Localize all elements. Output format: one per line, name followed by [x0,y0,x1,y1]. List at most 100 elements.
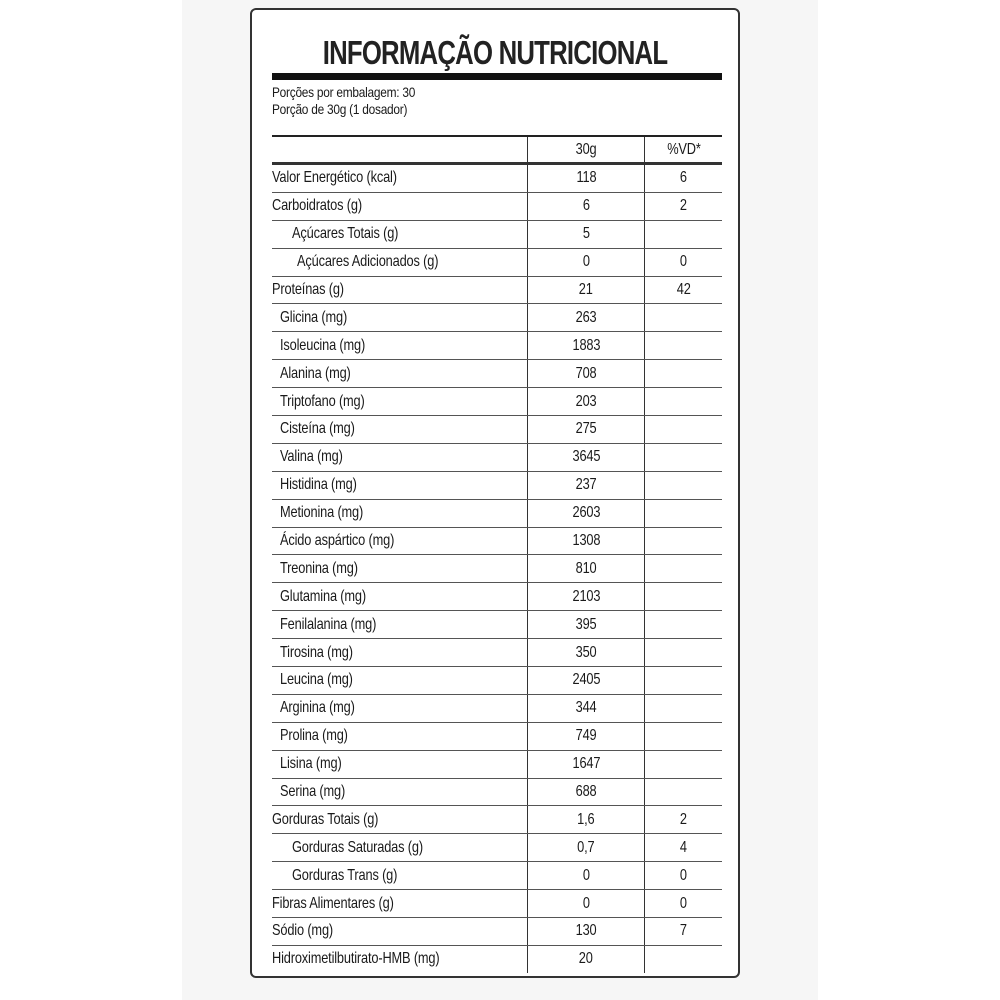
nutrient-name: Tirosina (mg) [272,638,528,668]
daily-value [644,945,722,973]
header-amount: 30g [527,135,645,165]
daily-value: 0 [644,861,722,891]
amount-value: 1647 [527,750,645,779]
table-row: Gorduras Totais (g) 1,6 2 [272,805,722,835]
table-row: Metionina (mg) 2603 [272,499,722,528]
daily-value [644,750,722,779]
daily-value [644,527,722,556]
nutrient-name: Cisteína (mg) [272,415,528,444]
amount-value: 203 [527,387,645,417]
nutrient-name: Treonina (mg) [272,554,528,584]
amount-value: 1883 [527,331,645,361]
table-row: Valor Energético (kcal) 118 6 [272,163,722,193]
amount-value: 0 [527,248,645,277]
header-dv: %VD* [644,135,722,165]
amount-value: 344 [527,694,645,723]
table-row: Açúcares Adicionados (g) 0 0 [272,248,722,277]
amount-value: 1308 [527,527,645,556]
nutrient-name: Fenilalanina (mg) [272,610,528,640]
daily-value: 4 [644,833,722,863]
table-row: Lisina (mg) 1647 [272,750,722,779]
amount-value: 749 [527,722,645,751]
daily-value [644,359,722,389]
nutrient-name: Ácido aspártico (mg) [272,527,528,556]
daily-value [644,499,722,528]
table-row: Glicina (mg) 263 [272,303,722,333]
nutrient-name: Sódio (mg) [272,917,528,946]
daily-value [644,554,722,584]
nutrient-name: Histidina (mg) [272,471,528,500]
amount-value: 275 [527,415,645,444]
nutrient-name: Serina (mg) [272,778,528,807]
table-row: Fibras Alimentares (g) 0 0 [272,889,722,919]
table-row: Prolina (mg) 749 [272,722,722,751]
daily-value [644,387,722,417]
table-row: Fenilalanina (mg) 395 [272,610,722,640]
servings-per-package: Porções por embalagem: 30 [272,84,416,100]
daily-value: 42 [644,276,722,305]
nutrient-name: Gorduras Saturadas (g) [272,833,528,863]
nutrient-name: Proteínas (g) [272,276,528,305]
nutrient-name: Hidroximetilbutirato-HMB (mg) [272,950,440,968]
amount-value: 0 [527,889,645,919]
table-row: Carboidratos (g) 6 2 [272,192,722,221]
amount-value: 1,6 [527,805,645,835]
table-row: Açúcares Totais (g) 5 [272,220,722,249]
thick-divider [272,73,722,80]
nutrient-name: Açúcares Adicionados (g) [272,248,528,277]
table-row: Arginina (mg) 344 [272,694,722,723]
nutrient-name: Leucina (mg) [272,666,528,695]
serving-size: Porção de 30g (1 dosador) [272,101,408,117]
nutrient-name: Carboidratos (g) [272,192,528,221]
table-row: Proteínas (g) 21 42 [272,276,722,305]
daily-value [644,610,722,640]
amount-value: 2405 [527,666,645,695]
daily-value [644,722,722,751]
amount-value: 118 [527,163,645,193]
nutrient-name: Arginina (mg) [272,694,528,723]
nutrient-name: Valor Energético (kcal) [272,163,528,193]
amount-value: 2603 [527,499,645,528]
table-row: Valina (mg) 3645 [272,443,722,472]
amount-value: 263 [527,303,645,333]
amount-value: 130 [527,917,645,946]
daily-value: 0 [644,889,722,919]
daily-value: 2 [644,805,722,835]
daily-value [644,666,722,695]
table-row: Leucina (mg) 2405 [272,666,722,695]
amount-value: 395 [527,610,645,640]
nutrient-name: Glicina (mg) [272,303,528,333]
daily-value [644,303,722,333]
nutrition-table: 30g %VD* Valor Energético (kcal) 118 6 Carb… [272,135,722,973]
nutrient-name: Valina (mg) [272,443,528,472]
table-row: Ácido aspártico (mg) 1308 [272,527,722,556]
amount-value: 350 [527,638,645,668]
serving-info: Porções por embalagem: 30 Porção de 30g … [272,84,415,118]
daily-value [644,694,722,723]
table-row: Alanina (mg) 708 [272,359,722,389]
table-row: Gorduras Trans (g) 0 0 [272,861,722,891]
daily-value [644,471,722,500]
nutrient-name: Fibras Alimentares (g) [272,889,528,919]
amount-value: 2103 [527,582,645,612]
amount-value: 6 [527,192,645,221]
nutrient-name: Glutamina (mg) [272,582,528,612]
nutrient-name: Açúcares Totais (g) [272,220,528,249]
daily-value: 2 [644,192,722,221]
amount-value: 5 [527,220,645,249]
daily-value: 0 [644,248,722,277]
nutrient-name: Isoleucina (mg) [272,331,528,361]
amount-value: 20 [527,945,645,973]
nutrient-name: Alanina (mg) [272,359,528,389]
table-row: Glutamina (mg) 2103 [272,582,722,612]
nutrient-name: Gorduras Trans (g) [272,861,528,891]
nutrient-name: Prolina (mg) [272,722,528,751]
daily-value [644,415,722,444]
nutrient-name: Gorduras Totais (g) [272,805,528,835]
nutrient-name: Lisina (mg) [272,750,528,779]
table-row: Isoleucina (mg) 1883 [272,331,722,361]
daily-value [644,443,722,472]
nutrient-name: Metionina (mg) [272,499,528,528]
amount-value: 0,7 [527,833,645,863]
table-row: Tirosina (mg) 350 [272,638,722,668]
